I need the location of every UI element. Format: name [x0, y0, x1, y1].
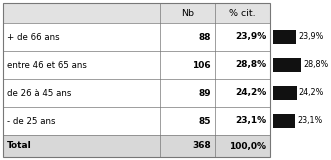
- Bar: [273, 86, 297, 100]
- Text: 24,2%: 24,2%: [299, 88, 324, 97]
- Text: 106: 106: [192, 60, 211, 69]
- Text: 89: 89: [198, 88, 211, 97]
- Bar: [3, 3, 270, 157]
- Bar: [3, 135, 270, 157]
- Bar: [3, 51, 270, 79]
- Text: 23,9%: 23,9%: [235, 32, 266, 41]
- Text: 28,8%: 28,8%: [235, 60, 266, 69]
- Text: 100,0%: 100,0%: [229, 141, 266, 151]
- Text: 23,1%: 23,1%: [235, 116, 266, 125]
- Bar: [3, 23, 270, 51]
- Text: entre 46 et 65 ans: entre 46 et 65 ans: [7, 60, 87, 69]
- Text: Nb: Nb: [181, 8, 194, 17]
- Bar: [3, 3, 270, 23]
- Text: 88: 88: [199, 32, 211, 41]
- Text: Total: Total: [7, 141, 32, 151]
- Text: 28,8%: 28,8%: [303, 60, 328, 69]
- Text: 24,2%: 24,2%: [235, 88, 266, 97]
- Text: + de 66 ans: + de 66 ans: [7, 32, 60, 41]
- Text: 85: 85: [199, 116, 211, 125]
- Text: 23,1%: 23,1%: [298, 116, 323, 125]
- Text: 368: 368: [192, 141, 211, 151]
- Bar: [273, 58, 301, 72]
- Text: % cit.: % cit.: [229, 8, 256, 17]
- Text: - de 25 ans: - de 25 ans: [7, 116, 56, 125]
- Bar: [273, 114, 296, 128]
- Text: 23,9%: 23,9%: [298, 32, 324, 41]
- Bar: [3, 79, 270, 107]
- Bar: [3, 107, 270, 135]
- Bar: [273, 30, 296, 44]
- Text: de 26 à 45 ans: de 26 à 45 ans: [7, 88, 71, 97]
